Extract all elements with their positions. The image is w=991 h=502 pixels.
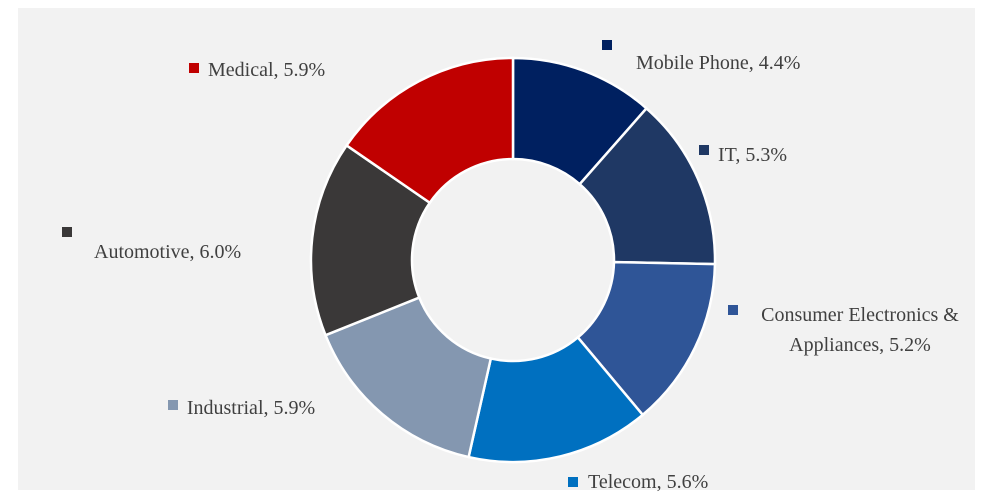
donut-slice: [309, 143, 432, 337]
data-label: Mobile Phone, 4.4%: [636, 52, 801, 74]
legend-swatch: [168, 400, 178, 410]
data-label: Industrial, 5.9%: [186, 397, 316, 419]
data-label: IT, 5.3%: [718, 144, 788, 166]
data-label: Automotive, 6.0%: [94, 241, 242, 263]
legend-swatch: [62, 227, 72, 237]
data-label: Telecom, 5.6%: [588, 471, 709, 493]
legend-swatch: [699, 145, 709, 155]
legend-swatch: [602, 40, 612, 50]
donut-slice: [344, 56, 515, 205]
legend-swatch: [728, 305, 738, 315]
legend-swatch: [189, 63, 199, 73]
donut-slice: [323, 295, 493, 459]
data-label: Medical, 5.9%: [208, 59, 326, 81]
legend-swatch: [568, 477, 578, 487]
data-label: Consumer Electronics & Appliances, 5.2%: [761, 304, 959, 356]
